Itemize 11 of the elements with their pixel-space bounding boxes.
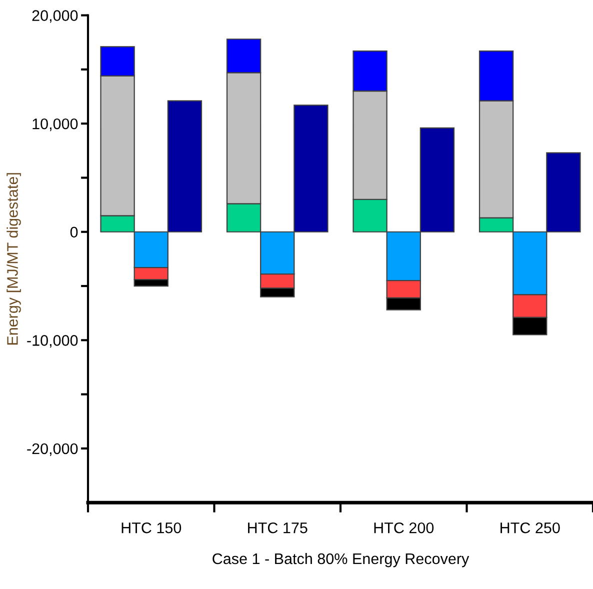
x-axis-title: Case 1 - Batch 80% Energy Recovery (212, 552, 470, 568)
y-tick-label: -10,000 (27, 335, 78, 348)
x-tick-label: HTC 200 (374, 522, 434, 534)
y-axis-title: Energy [MJ/MT digestate] (6, 173, 21, 345)
y-tick-label: -20,000 (27, 443, 78, 456)
y-tick-label: 20,000 (32, 10, 78, 23)
x-tick-label: HTC 175 (248, 522, 308, 534)
x-tick-label: HTC 150 (122, 522, 182, 534)
y-tick-label: 10,000 (32, 118, 78, 132)
y-tick-label: 0 (70, 226, 78, 238)
x-tick-label: HTC 250 (500, 522, 560, 534)
